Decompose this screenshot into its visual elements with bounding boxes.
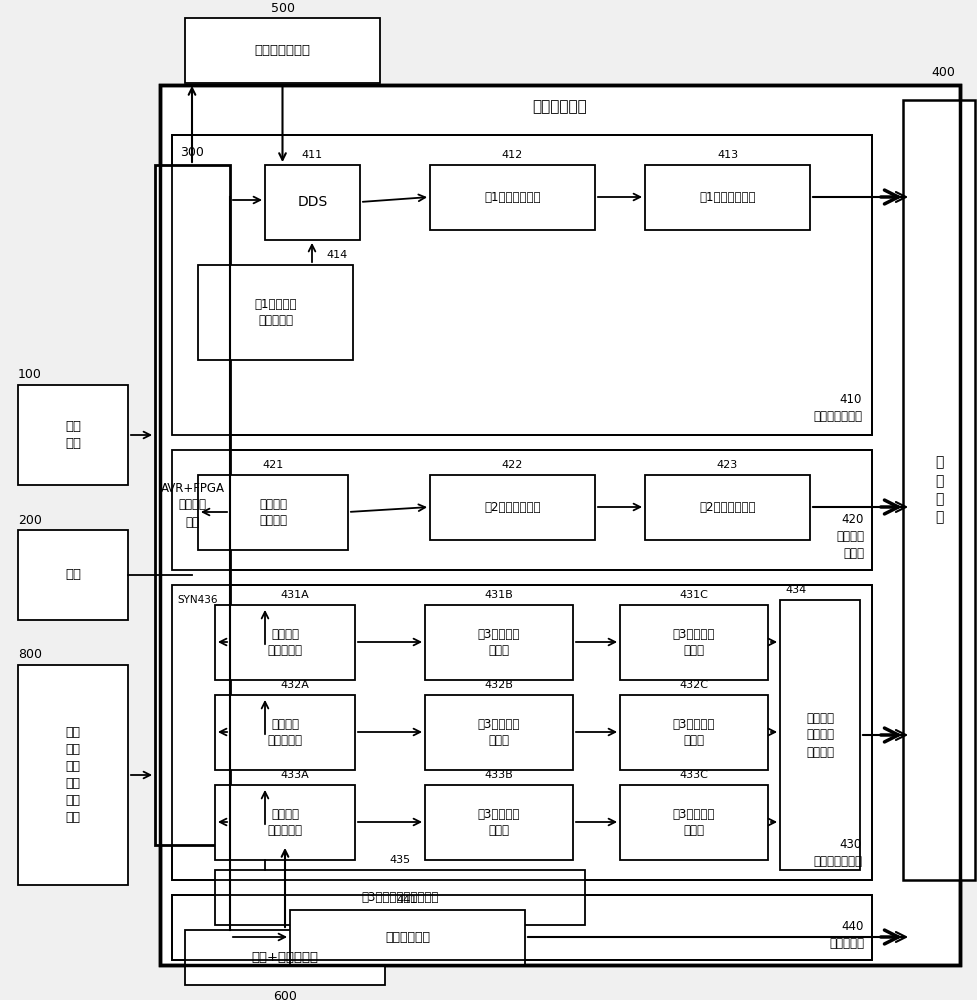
- Text: 测频计数模块: 测频计数模块: [385, 931, 430, 944]
- Bar: [215, 870, 585, 925]
- Text: 420
常用波形
输出器: 420 常用波形 输出器: [836, 513, 864, 560]
- Text: 第3功率放大
模块一: 第3功率放大 模块一: [673, 628, 715, 658]
- Bar: [185, 930, 385, 985]
- Bar: [198, 265, 353, 360]
- Text: 段式液晶显示器: 段式液晶显示器: [254, 44, 311, 57]
- Text: 第3信号调理
模块三: 第3信号调理 模块三: [478, 808, 520, 838]
- Text: 第2功率放大模块: 第2功率放大模块: [700, 501, 756, 514]
- Text: 600: 600: [273, 990, 297, 1000]
- Bar: [425, 785, 573, 860]
- Text: 第2信号调理模块: 第2信号调理模块: [485, 501, 540, 514]
- Bar: [155, 165, 230, 845]
- Text: 输入
接口: 输入 接口: [65, 420, 81, 450]
- Text: 412: 412: [502, 150, 523, 160]
- Bar: [290, 910, 525, 965]
- Bar: [430, 165, 595, 230]
- Text: 第3信号调理
模块二: 第3信号调理 模块二: [478, 718, 520, 748]
- Bar: [172, 450, 872, 570]
- Text: 433B: 433B: [485, 770, 513, 780]
- Text: 100: 100: [18, 368, 42, 381]
- Text: 440
测频计数器: 440 测频计数器: [829, 920, 864, 950]
- Bar: [620, 605, 768, 680]
- Text: 432B: 432B: [485, 680, 514, 690]
- Bar: [215, 785, 355, 860]
- Bar: [172, 135, 872, 435]
- Text: 430
地震波形输出器: 430 地震波形输出器: [813, 838, 862, 868]
- Bar: [18, 385, 128, 485]
- Bar: [172, 895, 872, 960]
- Text: 410
常规波形输出器: 410 常规波形输出器: [813, 393, 862, 423]
- Bar: [172, 585, 872, 880]
- Text: 414: 414: [326, 250, 348, 260]
- Bar: [430, 475, 595, 540]
- Bar: [645, 475, 810, 540]
- Text: 第3高精度温度补偿晶振: 第3高精度温度补偿晶振: [361, 891, 439, 904]
- Text: 800: 800: [18, 648, 42, 662]
- Text: DDS: DDS: [297, 196, 327, 210]
- Text: 431B: 431B: [485, 590, 513, 600]
- Bar: [425, 695, 573, 770]
- Text: 435: 435: [390, 855, 410, 865]
- Bar: [172, 135, 872, 435]
- Text: 500: 500: [271, 1, 294, 14]
- Text: 第1功率放大模块: 第1功率放大模块: [700, 191, 756, 204]
- Text: 434: 434: [785, 585, 806, 595]
- Text: 电源: 电源: [65, 568, 81, 582]
- Text: 421: 421: [263, 460, 283, 470]
- Text: 地震波形
存储模块三: 地震波形 存储模块三: [268, 808, 303, 838]
- Text: 413: 413: [717, 150, 738, 160]
- Text: 411: 411: [302, 150, 323, 160]
- Bar: [172, 585, 872, 880]
- Text: 第3功率放大
模块二: 第3功率放大 模块二: [673, 718, 715, 748]
- Bar: [780, 600, 860, 870]
- Bar: [198, 475, 348, 550]
- Text: 431C: 431C: [680, 590, 708, 600]
- Bar: [185, 18, 380, 83]
- Bar: [18, 530, 128, 620]
- Text: 同步输出
三路地震
波形模块: 同步输出 三路地震 波形模块: [806, 712, 834, 758]
- Text: 431A: 431A: [280, 590, 310, 600]
- Text: 固定波形
存储模块: 固定波形 存储模块: [259, 497, 287, 528]
- Text: 第3功率放大
模块三: 第3功率放大 模块三: [673, 808, 715, 838]
- Bar: [620, 695, 768, 770]
- Bar: [215, 695, 355, 770]
- Bar: [620, 785, 768, 860]
- Text: 第3信号调理
模块一: 第3信号调理 模块一: [478, 628, 520, 658]
- Text: 423: 423: [717, 460, 739, 470]
- Bar: [215, 605, 355, 680]
- Text: 四种工作模块: 四种工作模块: [532, 100, 587, 114]
- Text: 第1高精度温
度补偿晶振: 第1高精度温 度补偿晶振: [254, 298, 297, 328]
- Text: 地震波形
存储模块一: 地震波形 存储模块一: [268, 628, 303, 658]
- Text: 441: 441: [397, 895, 418, 905]
- Text: 地震
信号
源功
能测
试箱
程序: 地震 信号 源功 能测 试箱 程序: [65, 726, 80, 824]
- Bar: [160, 85, 960, 965]
- Text: 第1信号调理模块: 第1信号调理模块: [485, 191, 540, 204]
- Text: 432A: 432A: [280, 680, 310, 690]
- Text: 键盘+旋钮编码器: 键盘+旋钮编码器: [251, 951, 319, 964]
- Text: 432C: 432C: [679, 680, 708, 690]
- Text: 输
出
接
口: 输 出 接 口: [935, 455, 943, 525]
- Bar: [18, 665, 128, 885]
- Bar: [425, 605, 573, 680]
- Bar: [903, 100, 975, 880]
- Text: 400: 400: [931, 66, 955, 80]
- Text: 433A: 433A: [280, 770, 310, 780]
- Bar: [172, 450, 872, 570]
- Text: 地震波形
存储模块二: 地震波形 存储模块二: [268, 718, 303, 748]
- Text: 300: 300: [181, 146, 204, 159]
- Bar: [265, 165, 360, 240]
- Text: 422: 422: [502, 460, 524, 470]
- Text: SYN436: SYN436: [177, 595, 218, 605]
- Bar: [645, 165, 810, 230]
- Bar: [172, 895, 872, 960]
- Bar: [160, 85, 960, 965]
- Text: 200: 200: [18, 514, 42, 526]
- Text: 433C: 433C: [680, 770, 708, 780]
- Text: AVR+FPGA
数据处理
模块: AVR+FPGA 数据处理 模块: [160, 482, 225, 528]
